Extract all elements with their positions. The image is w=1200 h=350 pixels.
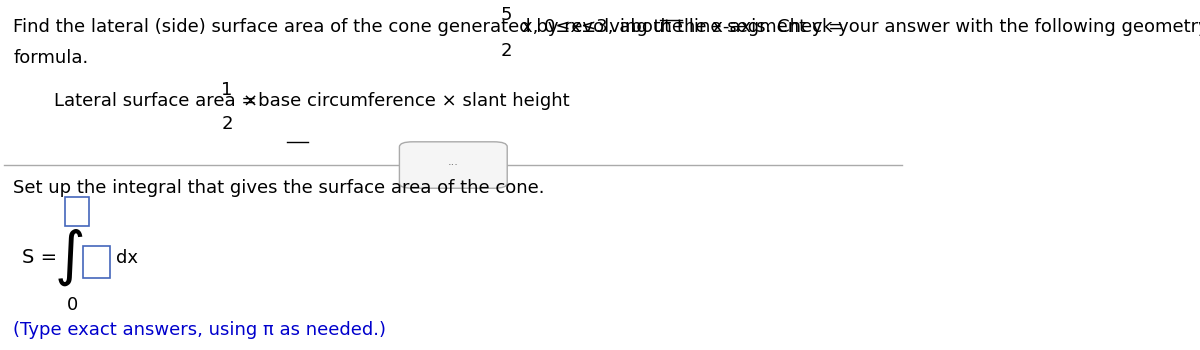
Text: 5: 5 — [500, 6, 512, 24]
FancyBboxPatch shape — [400, 142, 508, 188]
Text: Lateral surface area =: Lateral surface area = — [54, 92, 262, 110]
Text: formula.: formula. — [13, 49, 89, 67]
Text: 0: 0 — [67, 296, 78, 314]
Text: Set up the integral that gives the surface area of the cone.: Set up the integral that gives the surfa… — [13, 178, 545, 197]
Text: 2: 2 — [221, 115, 233, 133]
Text: Find the lateral (side) surface area of the cone generated by revolving the line: Find the lateral (side) surface area of … — [13, 18, 850, 36]
Text: x, 0≤x≤3, about the x-axis. Check your answer with the following geometry: x, 0≤x≤3, about the x-axis. Check your a… — [522, 18, 1200, 36]
Text: ···: ··· — [448, 160, 458, 170]
Text: (Type exact answers, using π as needed.): (Type exact answers, using π as needed.) — [13, 321, 386, 339]
Text: S =: S = — [22, 248, 64, 267]
Text: ×base circumference × slant height: ×base circumference × slant height — [244, 92, 570, 110]
Text: 1: 1 — [221, 81, 233, 99]
Bar — [65, 197, 89, 226]
Bar — [83, 246, 110, 278]
Text: $\int$: $\int$ — [54, 228, 84, 288]
Text: 2: 2 — [500, 42, 512, 60]
Text: dx: dx — [115, 249, 138, 267]
